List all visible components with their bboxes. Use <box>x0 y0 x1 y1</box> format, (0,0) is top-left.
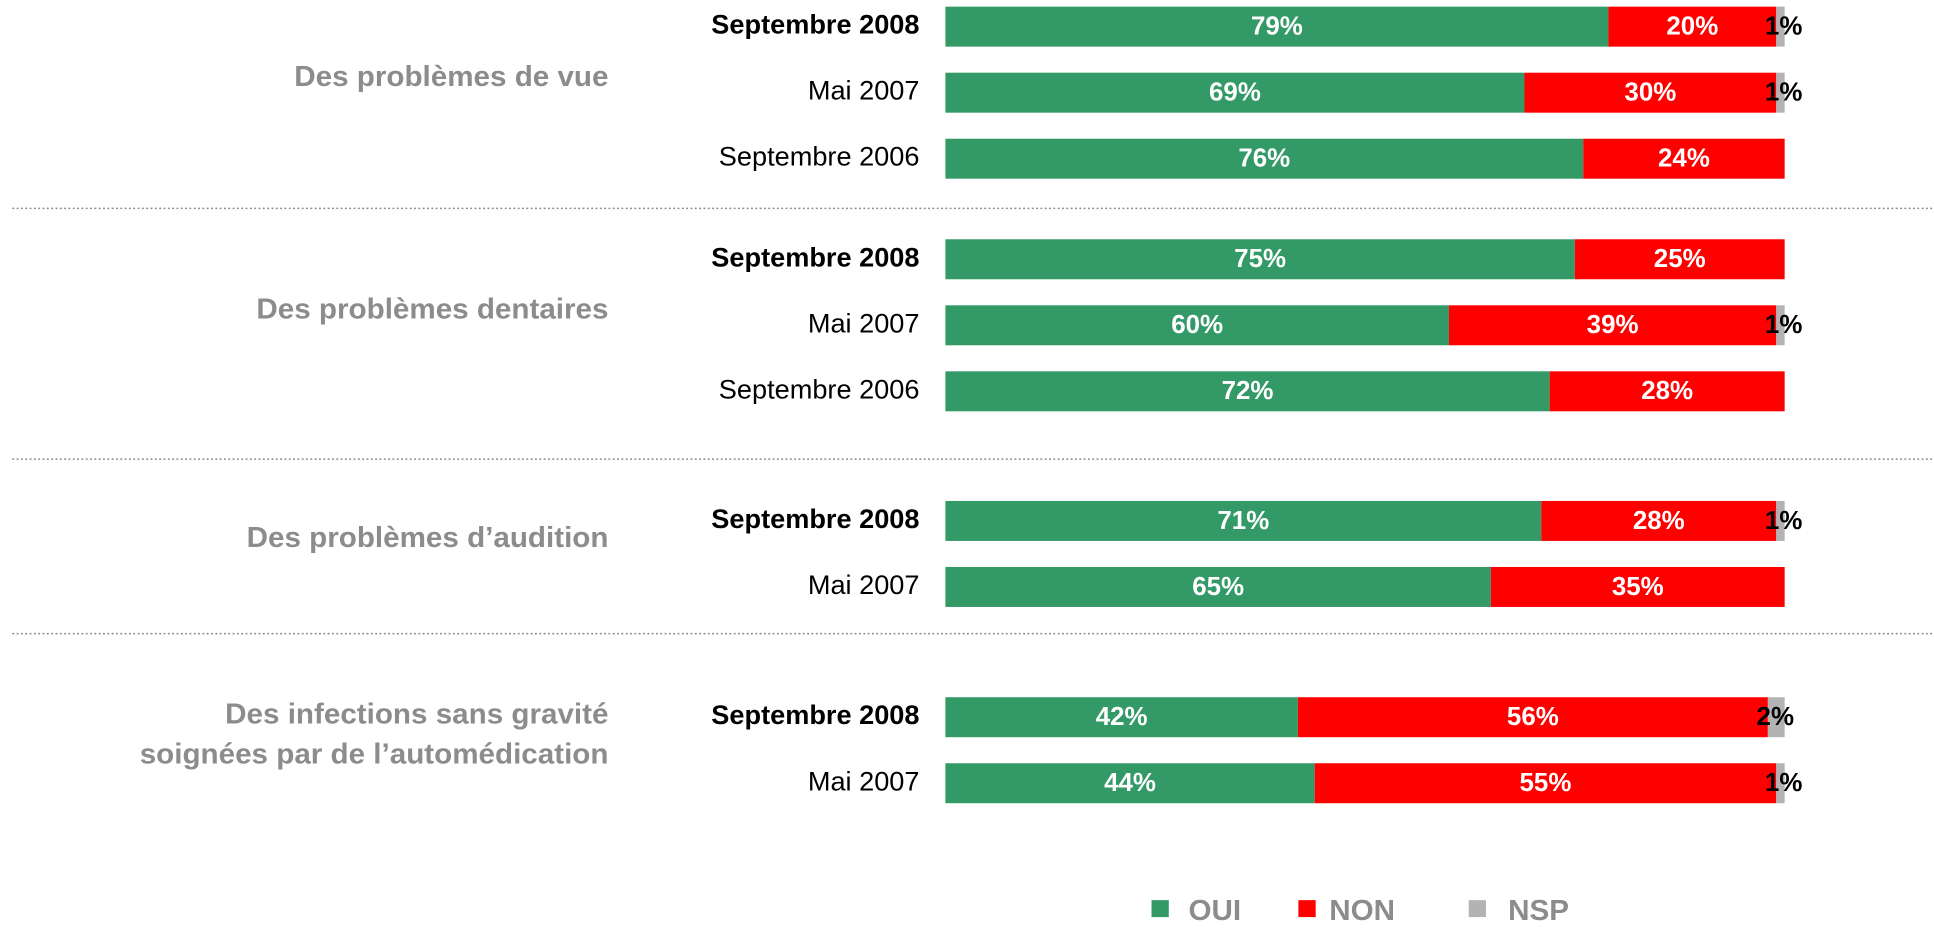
data-label: 1% <box>1765 79 1803 107</box>
bar-segment <box>1776 763 1785 804</box>
data-label: 72% <box>1222 377 1274 405</box>
bar-segment <box>945 6 1609 47</box>
legend-swatch <box>1151 900 1169 918</box>
bar-segment <box>945 138 1584 179</box>
data-label: 20% <box>1666 13 1718 41</box>
bar-segment <box>945 763 1315 804</box>
group-label: Des infections sans gravité <box>225 698 608 731</box>
data-label: 28% <box>1641 377 1693 405</box>
data-label: 69% <box>1209 79 1261 107</box>
row-label: Septembre 2008 <box>711 700 919 730</box>
row-label: Mai 2007 <box>808 570 920 600</box>
bar-segment <box>1776 500 1785 541</box>
data-label: 56% <box>1507 703 1559 731</box>
data-label: 76% <box>1238 145 1290 173</box>
data-label: 44% <box>1104 769 1156 797</box>
bar-segment <box>1314 763 1777 804</box>
data-label: 24% <box>1658 145 1710 173</box>
data-label: 1% <box>1765 769 1803 797</box>
bar-segment <box>945 500 1542 541</box>
data-label: 79% <box>1251 13 1303 41</box>
row-label: Mai 2007 <box>808 767 920 797</box>
plot: Des problèmes de vue Septembre 2008 79% 20%… <box>12 6 1934 927</box>
bar-segment <box>1574 239 1785 280</box>
data-label: 35% <box>1612 573 1664 601</box>
bar-segment <box>1297 697 1768 738</box>
row-label: Septembre 2006 <box>719 375 920 405</box>
legend-swatch <box>1468 900 1486 918</box>
data-label: 39% <box>1587 311 1639 339</box>
row-label: Septembre 2008 <box>711 504 919 534</box>
bar-segment <box>945 72 1525 113</box>
bar-segment <box>1776 6 1785 47</box>
data-label: 75% <box>1234 245 1286 273</box>
data-label: 28% <box>1633 507 1685 535</box>
row-label: Septembre 2008 <box>711 243 919 273</box>
group-label: Des problèmes d’audition <box>247 521 609 554</box>
legend-swatch <box>1298 900 1316 918</box>
legend-label: OUI <box>1189 894 1242 927</box>
data-label: 1% <box>1765 311 1803 339</box>
bar-segment <box>1541 500 1777 541</box>
bar-segment <box>1776 72 1785 113</box>
data-label: 1% <box>1765 13 1803 41</box>
legend-label: NSP <box>1508 894 1569 927</box>
data-label: 55% <box>1520 769 1572 797</box>
bar-segment <box>1608 6 1777 47</box>
data-label: 65% <box>1192 573 1244 601</box>
data-label: 71% <box>1217 507 1269 535</box>
data-label: 42% <box>1096 703 1148 731</box>
legend-label: NON <box>1329 894 1395 927</box>
group-label: soignées par de l’automédication <box>140 738 609 771</box>
row-label: Septembre 2006 <box>719 142 920 172</box>
bar-segment <box>945 566 1491 607</box>
row-label: Mai 2007 <box>808 76 920 106</box>
data-label: 30% <box>1624 79 1676 107</box>
row-label: Septembre 2008 <box>711 10 919 40</box>
bar-segment <box>945 697 1298 738</box>
bar-segment <box>1524 72 1777 113</box>
bar-segment <box>945 239 1575 280</box>
bar-segment <box>1448 305 1777 346</box>
bar-segment <box>1776 305 1785 346</box>
data-label: 25% <box>1654 245 1706 273</box>
bar-segment <box>945 305 1449 346</box>
group-label: Des problèmes dentaires <box>256 293 608 326</box>
bar-segment <box>1767 697 1785 738</box>
bar-segment <box>1583 138 1785 179</box>
data-label: 1% <box>1765 507 1803 535</box>
data-label: 60% <box>1171 311 1223 339</box>
data-label: 2% <box>1757 703 1795 731</box>
group-label: Des problèmes de vue <box>294 60 608 93</box>
row-label: Mai 2007 <box>808 309 920 339</box>
bar-segment <box>1490 566 1785 607</box>
bar-segment <box>945 371 1550 412</box>
bar-segment <box>1549 371 1785 412</box>
